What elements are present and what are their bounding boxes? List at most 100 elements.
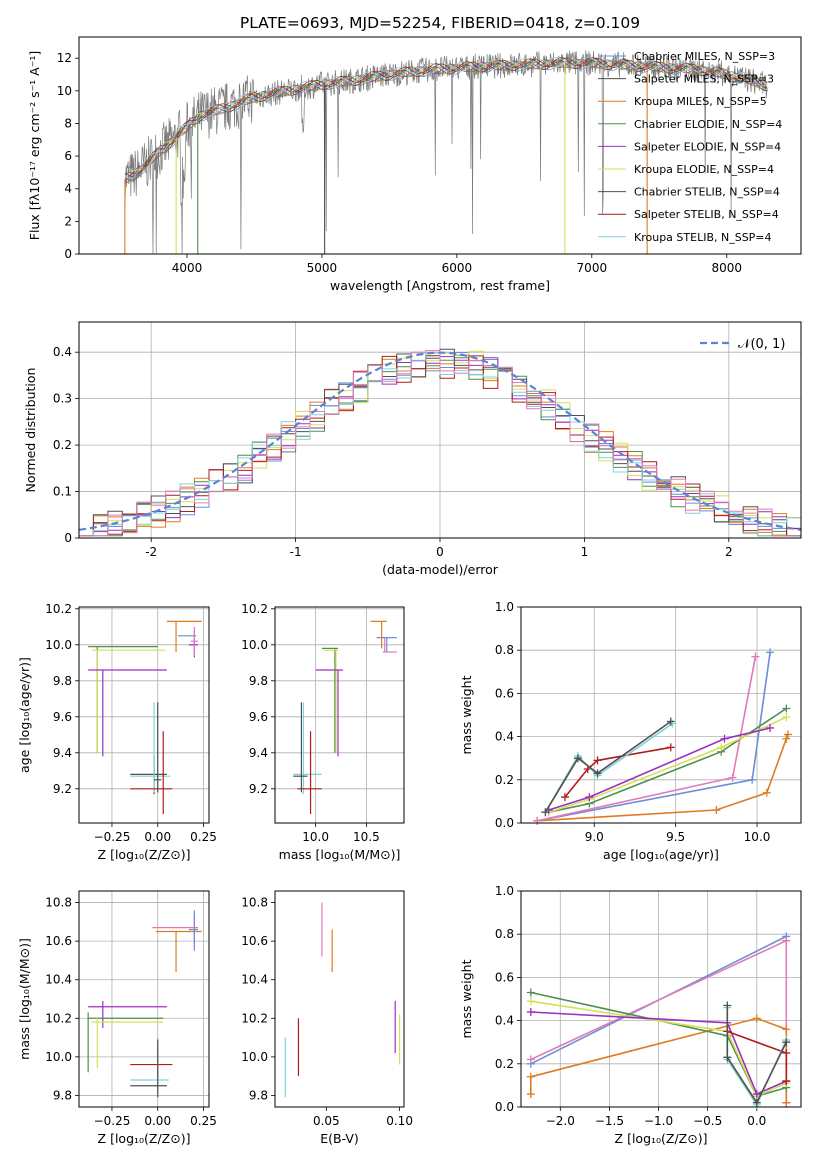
- y-tick-label: 0.4: [495, 730, 514, 744]
- x-tick-label: −0.5: [693, 1114, 722, 1128]
- series-line: [537, 734, 789, 822]
- mass-weight-vs-age-panel: 9.0 9.5 10.0 0.0 0.2 0.4 0.6 0.8 1.0 age [log₁₀(a…: [459, 600, 802, 862]
- y-axis-label: mass [log₁₀(M/M⊙)]: [17, 938, 32, 1060]
- x-axis-label: wavelength [Angstrom, rest frame]: [330, 278, 550, 293]
- model-spectrum-line: [124, 58, 768, 179]
- model-spectrum-line: [124, 57, 768, 178]
- y-tick-label: 0.4: [495, 1014, 514, 1028]
- axes-frame: [78, 321, 802, 539]
- residuals-panel: -2 -1 0 1 2 0 0.1 0.2 0.3 0.4 (data-model)/error No…: [23, 321, 802, 577]
- series-line: [530, 991, 787, 1098]
- data-point-marker: [752, 1098, 761, 1107]
- axes-frame: [274, 606, 405, 824]
- data-point-marker: [526, 997, 535, 1006]
- x-tick-label: 0.25: [190, 830, 217, 844]
- series-line: [544, 720, 672, 813]
- x-tick-label: 10.0: [744, 830, 771, 844]
- series-line: [530, 1011, 787, 1096]
- data-point-marker: [593, 769, 602, 778]
- x-tick-label: 0.10: [386, 1114, 413, 1128]
- data-point-marker: [526, 988, 535, 997]
- data-point-marker: [782, 1098, 791, 1107]
- x-tick-label: −1.5: [595, 1114, 624, 1128]
- y-tick-label: 6: [64, 149, 72, 163]
- y-tick-label: 0: [64, 247, 72, 261]
- data-point-marker: [526, 1090, 535, 1099]
- x-tick-label: −0.25: [94, 1114, 131, 1128]
- y-tick-label: 8: [64, 116, 72, 130]
- y-tick-label: 1.0: [495, 884, 514, 898]
- gaussian-curve: [78, 351, 802, 531]
- age-vs-mass-panel: 10.0 10.5 9.2 9.4 9.6 9.8 10.0 10.2 mass [log₁₀(…: [241, 602, 405, 862]
- data-point-marker: [723, 1053, 732, 1062]
- x-axis-label: E(B-V): [320, 1131, 359, 1146]
- legend-label: Kroupa STELIB, N_SSP=4: [634, 231, 772, 244]
- y-tick-label: 10.8: [241, 896, 268, 910]
- legend-label: Chabrier STELIB, N_SSP=4: [634, 186, 780, 199]
- x-axis-label: Z [log₁₀(Z/Z⊙)]: [615, 1131, 708, 1146]
- x-tick-label: -1: [290, 545, 302, 559]
- y-tick-label: 1.0: [495, 600, 514, 614]
- y-tick-label: 0.2: [53, 438, 72, 452]
- y-tick-label: 0.3: [53, 392, 72, 406]
- legend-label: Salpeter STELIB, N_SSP=4: [634, 208, 779, 221]
- x-tick-label: 9.5: [666, 830, 685, 844]
- axes-frame: [520, 890, 802, 1108]
- data-point-marker: [752, 1014, 761, 1023]
- axes-frame: [78, 890, 210, 1108]
- y-tick-label: 9.2: [249, 782, 268, 796]
- data-point-marker: [573, 754, 582, 763]
- x-tick-label: −1.0: [644, 1114, 673, 1128]
- data-point-marker: [762, 788, 771, 797]
- y-tick-label: 0.1: [53, 485, 72, 499]
- y-tick-label: 10.6: [45, 934, 72, 948]
- x-axis-label: mass [log₁₀(M/M⊙)]: [279, 847, 401, 862]
- model-spectrum-line: [124, 60, 768, 181]
- y-tick-label: 9.8: [249, 1088, 268, 1102]
- y-tick-label: 10.4: [241, 973, 268, 987]
- x-tick-label: 0: [436, 545, 444, 559]
- x-tick-label: 5000: [307, 261, 338, 275]
- data-point-marker: [782, 1049, 791, 1057]
- x-tick-label: 4000: [172, 261, 203, 275]
- x-tick-label: −0.25: [94, 830, 131, 844]
- y-tick-label: 0.2: [495, 1057, 514, 1071]
- data-point-marker: [585, 793, 594, 802]
- data-point-marker: [666, 743, 675, 752]
- data-point-marker: [712, 806, 721, 815]
- x-tick-label: 0.0: [747, 1114, 766, 1128]
- x-axis-label: age [log₁₀(age/yr)]: [603, 847, 719, 862]
- data-point-marker: [728, 773, 737, 782]
- x-tick-label: 1: [581, 545, 589, 559]
- y-tick-label: 10.0: [241, 1050, 268, 1064]
- y-tick-label: 0.8: [495, 643, 514, 657]
- y-tick-label: 10.6: [241, 934, 268, 948]
- y-tick-label: 9.6: [249, 710, 268, 724]
- data-point-marker: [783, 730, 792, 739]
- x-tick-label: 10.0: [302, 830, 329, 844]
- axes-frame: [274, 890, 405, 1108]
- y-tick-label: 0: [64, 531, 72, 545]
- axes-frame: [78, 36, 802, 255]
- data-point-marker: [533, 816, 542, 825]
- spectrum-panel: 4000 5000 6000 7000 8000 0 2 4 6 8 10 12 wavelength …: [27, 36, 802, 293]
- y-tick-label: 9.8: [53, 674, 72, 688]
- data-point-marker: [666, 717, 675, 726]
- legend-label: Kroupa MILES, N_SSP=5: [634, 95, 767, 108]
- legend-label: Chabrier ELODIE, N_SSP=4: [634, 118, 782, 131]
- data-point-marker: [766, 648, 775, 657]
- y-tick-label: 0.0: [495, 1100, 514, 1114]
- y-axis-label: mass weight: [459, 675, 474, 754]
- y-tick-label: 10.2: [45, 602, 72, 616]
- series-line: [726, 1005, 788, 1105]
- figure-title: PLATE=0693, MJD=52254, FIBERID=0418, z=0…: [240, 14, 640, 32]
- model-spectrum-line: [124, 59, 768, 183]
- y-tick-label: 0.8: [495, 927, 514, 941]
- data-point-marker: [766, 723, 775, 732]
- y-tick-label: 10: [57, 84, 72, 98]
- y-tick-label: 0.4: [53, 345, 72, 359]
- x-tick-label: 0.25: [190, 1114, 217, 1128]
- data-point-marker: [717, 743, 726, 752]
- data-point-marker: [720, 734, 729, 743]
- y-tick-label: 10.0: [45, 1050, 72, 1064]
